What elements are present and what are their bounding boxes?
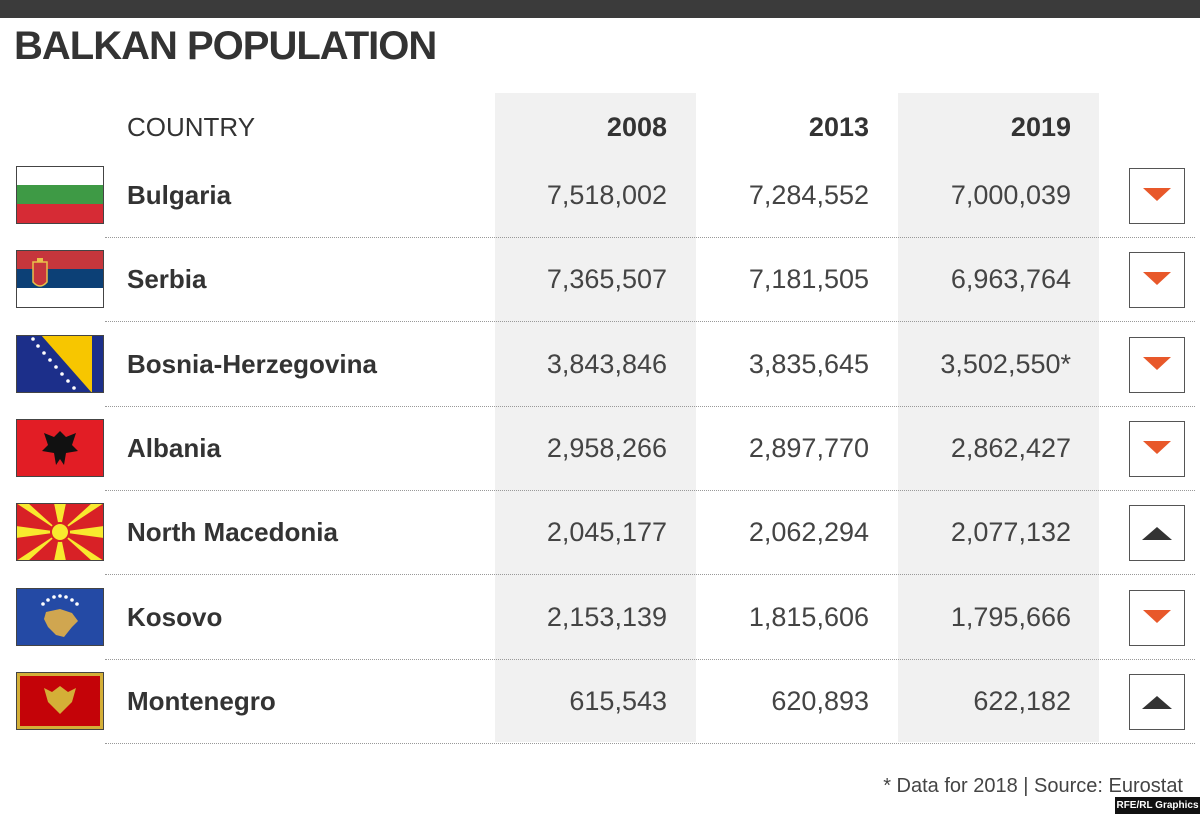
country-name: Albania: [127, 432, 221, 463]
population-value: 2,958,266: [546, 432, 667, 463]
trend-icon: [1129, 420, 1185, 477]
credit: RFE/RL Graphics: [1115, 797, 1200, 814]
population-value: 615,543: [569, 685, 667, 716]
column-shade: [898, 93, 1099, 742]
country-name: Bosnia-Herzegovina: [127, 348, 377, 379]
country-name: North Macedonia: [127, 517, 338, 548]
trend-icon: [1129, 168, 1185, 224]
row-separator: [105, 237, 1195, 238]
flag-icon: [16, 503, 104, 562]
trend-arrow: [1129, 252, 1185, 309]
trend-icon: [1129, 505, 1185, 562]
trend-arrow: [1129, 505, 1185, 562]
population-value: 2,153,139: [546, 601, 667, 632]
flag: [16, 334, 104, 393]
flag: [16, 587, 104, 646]
country-name: Montenegro: [127, 685, 276, 716]
population-value: 6,963,764: [950, 264, 1071, 295]
trend-arrow: [1129, 673, 1185, 730]
footnote: * Data for 2018 | Source: Eurostat: [883, 775, 1183, 797]
row-separator: [105, 742, 1195, 744]
column-header: 2008: [606, 112, 667, 142]
row-separator: [105, 489, 1195, 491]
trend-icon: [1129, 673, 1185, 730]
title: BALKAN POPULATION: [14, 24, 437, 68]
flag-icon: [16, 671, 104, 730]
trend-arrow: [1129, 420, 1185, 477]
population-value: 3,843,846: [546, 348, 667, 379]
row-separator: [105, 574, 1195, 576]
population-value: 2,897,770: [748, 432, 869, 463]
flag-icon: [16, 334, 104, 393]
flag-icon: [16, 166, 104, 224]
top-bar: [0, 0, 1200, 18]
trend-icon: [1129, 336, 1185, 393]
flag: [16, 166, 104, 224]
flag-icon: [16, 587, 104, 646]
column-header: 2019: [1010, 112, 1071, 142]
trend-icon: [1129, 589, 1185, 646]
population-value: 1,815,606: [748, 601, 869, 632]
flag-icon: [16, 250, 104, 309]
row-separator: [105, 405, 1195, 407]
population-value: 2,862,427: [950, 432, 1071, 463]
population-value: 620,893: [771, 685, 869, 716]
column-header: COUNTRY: [127, 112, 256, 142]
population-value: 3,835,645: [748, 348, 869, 379]
row-separator: [105, 321, 1195, 323]
population-value: 7,365,507: [546, 264, 667, 295]
population-value: 2,062,294: [748, 517, 869, 548]
population-value: 7,000,039: [950, 180, 1071, 210]
country-name: Bulgaria: [127, 180, 232, 210]
population-value: 622,182: [973, 685, 1071, 716]
trend-icon: [1129, 252, 1185, 309]
population-value: 7,518,002: [546, 180, 667, 210]
population-value: 1,795,666: [950, 601, 1071, 632]
population-value: 7,181,505: [748, 264, 869, 295]
country-name: Kosovo: [127, 601, 223, 632]
population-value: 2,077,132: [950, 517, 1071, 548]
trend-arrow: [1129, 168, 1185, 224]
trend-arrow: [1129, 336, 1185, 393]
population-value: 7,284,552: [748, 180, 869, 210]
column-header: 2013: [808, 112, 869, 142]
flag: [16, 418, 104, 477]
row-separator: [105, 658, 1195, 660]
flag: [16, 503, 104, 562]
population-value: 3,502,550*: [940, 348, 1071, 379]
flag-icon: [16, 418, 104, 477]
population-value: 2,045,177: [546, 517, 667, 548]
country-name: Serbia: [127, 264, 207, 295]
trend-arrow: [1129, 589, 1185, 646]
column-shade: [495, 93, 696, 742]
flag: [16, 250, 104, 309]
flag: [16, 671, 104, 730]
